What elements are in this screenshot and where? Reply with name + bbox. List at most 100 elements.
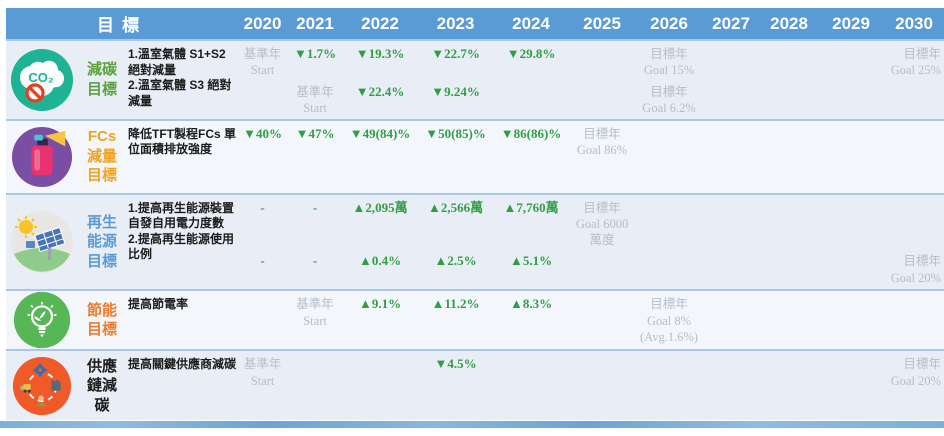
empty-cell [702,78,761,120]
empty-cell [702,248,761,291]
goal-cell: 目標年 Goal 25% [884,39,944,79]
supply-chain-icon [6,349,78,421]
year-header-2027: 2027 [702,8,761,40]
row-desc-supply-chain: 提高關鍵供應商減碳 [126,349,239,421]
row-carbon-reduction-line2: 基準年 Start ▼22.4% ▼9.24% 目標年 Goal 6.2% [6,78,944,120]
value-cell: 基準年 Start [287,78,344,120]
row-label-fcs: FCs 減量 目標 [78,118,126,194]
value-cell: ▼4.5% [417,349,495,421]
goal-cell: 目標年 Goal 6.2% [636,78,703,120]
row-fcs-reduction: FCs 減量 目標 降低TFT製程FCs 單位面積排放強度 ▼40% ▼47% … [6,118,944,194]
value-cell: ▲2.5% [417,248,495,291]
empty-cell [760,289,819,351]
year-header-2020: 2020 [238,8,288,40]
dash-cell: - [287,248,344,291]
co2-reduction-icon: CO₂ [6,39,78,120]
goal-cell: 目標年 Goal 15% [636,39,703,79]
eco-bulb-icon [6,289,78,351]
empty-cell [636,349,703,421]
row-energy-saving: 節能 目標 提高節電率 基準年 Start ▲9.1% ▲11.2% ▲8.3%… [6,289,944,351]
empty-cell [818,289,885,351]
empty-cell [568,248,637,291]
empty-cell [818,39,885,79]
empty-cell [568,349,637,421]
empty-cell [884,78,944,120]
value-cell: 基準年 Start [238,349,288,421]
value-cell: ▼1.7% [287,39,344,79]
goal-cell: 目標年 Goal 8% (Avg.1.6%) [636,289,703,351]
value-cell: ▼22.4% [343,78,418,120]
empty-cell [494,78,569,120]
year-header-2021: 2021 [287,8,344,40]
year-header-2030: 2030 [884,8,944,40]
empty-cell [568,78,637,120]
row-desc-carbon: 1.溫室氣體 S1+S2 絕對減量 2.溫室氣體 S3 絕對減量 [126,39,239,120]
value-cell: ▲2,095萬 [343,192,418,249]
year-header-2023: 2023 [417,8,495,40]
value-cell: ▼9.24% [417,78,495,120]
value-cell: ▼86(86)% [494,118,569,194]
empty-cell [818,248,885,291]
empty-cell [760,192,819,249]
empty-cell [494,349,569,421]
value-cell: ▲5.1% [494,248,569,291]
value-cell: ▲0.4% [343,248,418,291]
row-desc-fcs: 降低TFT製程FCs 單位面積排放強度 [126,118,239,194]
goal-cell: 目標年 Goal 20% [884,248,944,291]
header-row: 目標 2020 2021 2022 2023 2024 2025 2026 20… [6,8,944,40]
empty-cell [568,289,637,351]
row-label-energy-saving: 節能 目標 [78,289,126,351]
empty-cell [884,118,944,194]
empty-cell [818,192,885,249]
empty-cell [702,192,761,249]
year-header-2024: 2024 [494,8,569,40]
empty-cell [343,349,418,421]
empty-cell [760,39,819,79]
empty-cell [818,78,885,120]
empty-cell [287,349,344,421]
value-cell: ▲7,760萬 [494,192,569,249]
empty-cell [636,248,703,291]
row-label-renewable: 再生 能源 目標 [78,192,126,291]
svg-text:CO₂: CO₂ [28,70,54,85]
empty-cell [760,118,819,194]
row-renewable-energy: 再生 能源 目標 1.提高再生能源裝置自發自用電力度數 2.提高再生能源使用比例… [6,192,944,291]
empty-cell [702,118,761,194]
empty-cell [760,78,819,120]
value-cell: ▲9.1% [343,289,418,351]
row-desc-energy-saving: 提高節電率 [126,289,239,351]
year-header-2028: 2028 [760,8,819,40]
value-cell: ▼22.7% [417,39,495,79]
goals-table: 目標 2020 2021 2022 2023 2024 2025 2026 20… [6,8,944,421]
empty-cell [818,349,885,421]
goal-header-label: 目標 [6,8,239,40]
value-cell: 基準年 Start [238,39,288,79]
dash-cell: - [287,192,344,249]
empty-cell [702,289,761,351]
empty-cell [636,192,703,249]
empty-cell [818,118,885,194]
value-cell: ▼40% [238,118,288,194]
row-carbon-reduction: CO₂ 減碳 目標 1.溫室氣體 S1+S2 絕對減量 2.溫室氣體 S3 絕對… [6,39,944,120]
dash-cell: - [238,248,288,291]
value-cell: ▼47% [287,118,344,194]
value-cell: ▼49(84)% [343,118,418,194]
value-cell: ▲2,566萬 [417,192,495,249]
row-desc-renewable: 1.提高再生能源裝置自發自用電力度數 2.提高再生能源使用比例 [126,192,239,291]
dash-cell: - [238,192,288,249]
empty-cell [884,192,944,249]
year-header-2022: 2022 [343,8,418,40]
empty-cell [238,78,288,120]
empty-cell [702,39,761,79]
row-label-supply-chain: 供應 鏈減 碳 [78,349,126,421]
goal-cell: 目標年 Goal 6000 萬度 [568,192,637,249]
fcs-spray-can-icon [6,118,78,194]
solar-panel-icon [6,192,78,291]
empty-cell [760,349,819,421]
empty-cell [636,118,703,194]
value-cell: ▼19.3% [343,39,418,79]
value-cell: ▼29.8% [494,39,569,79]
empty-cell [884,289,944,351]
bottom-accent-bar [0,421,944,429]
